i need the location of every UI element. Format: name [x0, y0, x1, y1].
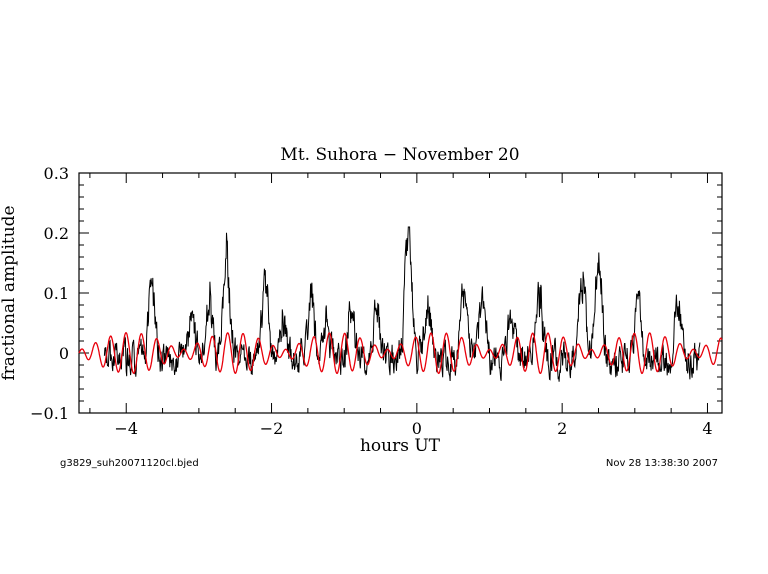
x-tick-labels: −4 −2 0 2 4: [114, 419, 712, 438]
y-tick-labels: −0.1 0 0.1 0.2 0.3: [30, 164, 69, 423]
y-axis-label: fractional amplitude: [0, 205, 19, 380]
plot-frame: [78, 172, 723, 414]
x-axis-label: hours UT: [360, 436, 441, 456]
x-tick-label: 0: [412, 419, 422, 438]
chart-title: Mt. Suhora − November 20: [280, 145, 519, 165]
y-tick-label: −0.1: [30, 404, 69, 423]
plot-area: [78, 172, 723, 414]
y-tick-label: 0.1: [44, 284, 69, 303]
footer-timestamp: Nov 28 13:38:30 2007: [606, 458, 718, 469]
y-tick-label: 0: [59, 344, 69, 363]
y-tick-label: 0.2: [44, 224, 69, 243]
footer-filename: g3829_suh20071120cl.bjed: [60, 458, 199, 469]
sine-fit-series: [78, 332, 723, 375]
y-tick-label: 0.3: [44, 164, 69, 183]
x-tick-label: 2: [557, 419, 567, 438]
x-tick-label: −2: [260, 419, 284, 438]
light-curve-series: [103, 226, 701, 382]
axis-ticks: [79, 172, 722, 414]
x-tick-label: −4: [114, 419, 138, 438]
x-tick-label: 4: [702, 419, 712, 438]
series-layer: [78, 226, 723, 382]
